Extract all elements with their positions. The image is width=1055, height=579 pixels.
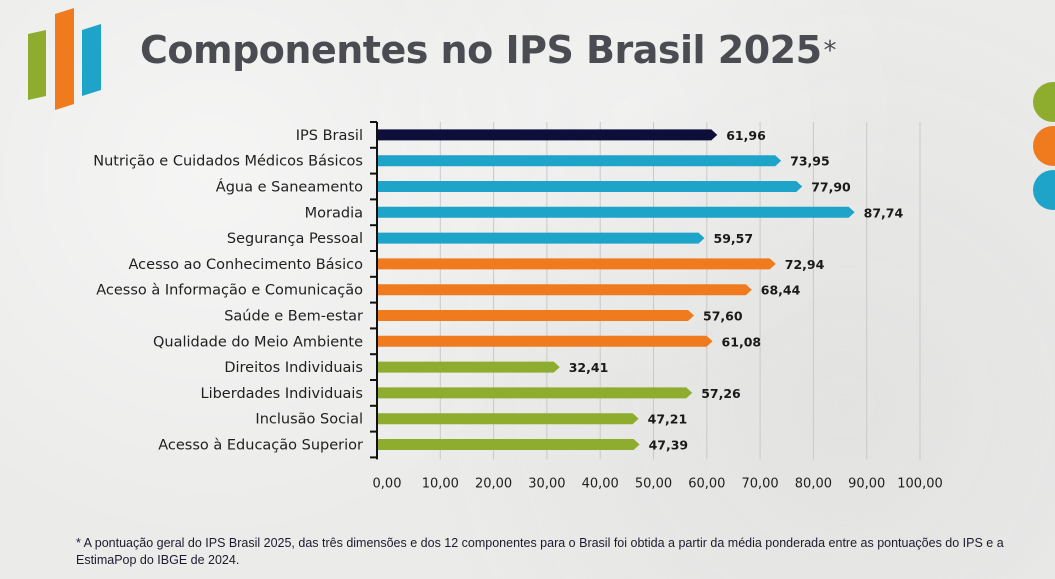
side-dot-green [1033, 82, 1055, 122]
bar [378, 155, 782, 167]
category-label: IPS Brasil [296, 128, 363, 144]
category-label: Acesso à Educação Superior [158, 438, 363, 454]
category-labels: IPS Brasil Nutrição e Cuidados Médicos Bá… [93, 128, 363, 454]
bar [378, 129, 718, 141]
value-label: 87,74 [864, 205, 904, 220]
title-text: Componentes no IPS Brasil 2025 [140, 28, 822, 72]
x-tick-label: 60,00 [688, 476, 725, 491]
value-label: 73,95 [790, 154, 830, 169]
value-label: 57,60 [703, 309, 743, 324]
value-label: 72,94 [785, 257, 825, 272]
x-tick-label: 70,00 [741, 476, 778, 491]
category-label: Acesso à Informação e Comunicação [96, 283, 363, 299]
x-tick-label: 20,00 [475, 476, 512, 491]
value-label: 32,41 [569, 360, 609, 375]
bar [378, 181, 803, 192]
bar [378, 206, 855, 218]
value-label: 47,21 [648, 412, 688, 427]
value-label: 77,90 [811, 180, 851, 195]
ips-logo [28, 8, 101, 110]
x-tick-label: 30,00 [528, 476, 565, 491]
category-label: Água e Saneamento [216, 179, 363, 196]
value-label: 59,57 [714, 231, 754, 246]
x-tick-label: 0,00 [373, 476, 402, 491]
value-label: 57,26 [701, 386, 741, 401]
bar [378, 387, 693, 399]
category-label: Moradia [305, 205, 363, 221]
bar [378, 439, 640, 450]
bar [378, 310, 695, 321]
x-tick-label: 100,00 [897, 476, 943, 491]
x-tick-label: 80,00 [795, 476, 832, 491]
logo-bar-orange [55, 8, 74, 110]
bar [378, 335, 713, 347]
x-tick-label: 40,00 [582, 476, 619, 491]
value-label: 47,39 [649, 438, 689, 453]
side-dot-orange [1033, 126, 1055, 166]
bar [378, 361, 560, 373]
category-label: Nutrição e Cuidados Médicos Básicos [93, 154, 363, 170]
category-label: Inclusão Social [255, 412, 363, 428]
title-asterisk: * [823, 36, 837, 66]
footnote: * A pontuação geral do IPS Brasil 2025, … [76, 536, 1004, 567]
logo-bar-blue [82, 24, 101, 96]
category-label: Acesso ao Conhecimento Básico [129, 257, 364, 273]
value-labels: 61,96 73,95 77,90 87,74 59,57 72,94 68,44 57,60… [569, 128, 904, 453]
bar [378, 284, 752, 296]
bar [378, 413, 639, 425]
value-label: 61,08 [722, 334, 762, 349]
bar [378, 258, 776, 270]
category-label: Liberdades Individuais [201, 386, 364, 402]
value-label: 68,44 [761, 283, 801, 298]
x-tick-label: 50,00 [635, 476, 672, 491]
bars [378, 129, 855, 450]
logo-bar-green [28, 30, 46, 100]
category-label: Qualidade do Meio Ambiente [153, 334, 363, 350]
x-tick-labels: 0,00 10,00 20,00 30,00 40,00 50,00 60,00 70,00 8… [373, 476, 943, 491]
category-label: Direitos Individuais [224, 360, 363, 376]
x-tick-label: 90,00 [848, 476, 885, 491]
bar [378, 232, 705, 244]
page-title: Componentes no IPS Brasil 2025* [140, 28, 837, 72]
category-label: Saúde e Bem-estar [224, 309, 363, 325]
side-dot-blue [1033, 170, 1055, 210]
x-tick-label: 10,00 [422, 476, 459, 491]
y-axis [370, 121, 378, 460]
value-label: 61,96 [726, 128, 766, 143]
category-label: Segurança Pessoal [227, 231, 363, 247]
